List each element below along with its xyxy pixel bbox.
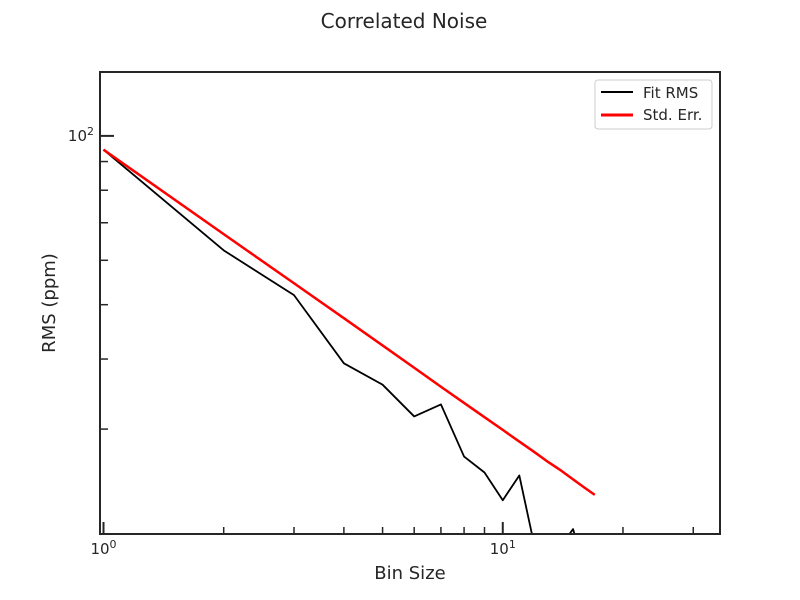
legend-label-std-err: Std. Err. <box>643 106 702 124</box>
x-tick-label: 100 <box>90 538 116 558</box>
series-layer <box>102 148 596 534</box>
x-axis-label: Bin Size <box>374 563 445 584</box>
x-tick-label: 101 <box>490 538 516 558</box>
plot-frame <box>99 71 721 535</box>
legend-label-fit-rms: Fit RMS <box>643 84 698 102</box>
series-line-fit-rms <box>102 148 576 534</box>
y-axis-label: RMS (ppm) <box>39 253 60 353</box>
series-line-std-err <box>102 148 596 496</box>
legend: Fit RMS Std. Err. <box>594 79 713 130</box>
chart-title: Correlated Noise <box>321 9 488 33</box>
y-tick-label: 102 <box>68 125 94 145</box>
axis-ticks: 100 101 102 <box>68 125 695 558</box>
